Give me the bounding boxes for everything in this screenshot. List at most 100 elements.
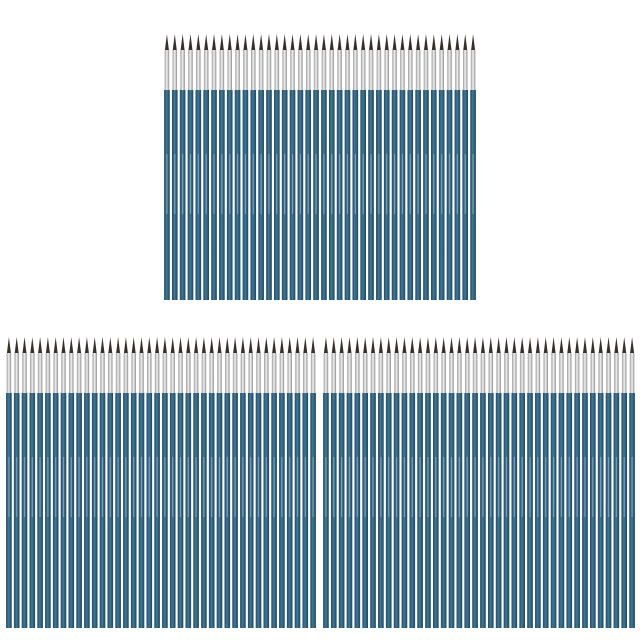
ferrule <box>323 353 329 393</box>
brush <box>302 337 309 628</box>
ferrule <box>147 353 152 393</box>
bristle-tip <box>551 337 556 353</box>
print-mark <box>568 457 570 517</box>
print-mark <box>339 154 341 214</box>
ferrule <box>266 50 272 90</box>
print-mark <box>607 457 610 517</box>
bristle-tip <box>45 337 50 353</box>
ferrule <box>313 50 319 90</box>
ferrule <box>14 353 19 393</box>
print-mark <box>441 154 443 214</box>
print-mark <box>346 154 349 214</box>
print-mark <box>218 457 221 517</box>
brush <box>258 34 264 300</box>
print-mark <box>443 457 445 517</box>
brush-set <box>164 34 476 300</box>
ferrule <box>310 353 316 393</box>
brush <box>574 337 580 628</box>
bristle-tip <box>6 337 11 353</box>
brush <box>456 337 463 628</box>
print-mark <box>425 154 427 214</box>
ferrule <box>227 50 232 90</box>
ferrule <box>582 353 588 393</box>
brush <box>399 34 406 300</box>
print-mark <box>39 457 41 517</box>
ferrule <box>258 50 264 90</box>
ferrule <box>480 353 486 393</box>
bristle-tip <box>496 337 501 353</box>
bristle-tip <box>225 337 230 353</box>
brush <box>589 337 596 628</box>
print-mark <box>498 457 500 517</box>
brush <box>378 337 384 628</box>
bristle-tip <box>528 337 533 353</box>
bristle-tip <box>598 337 603 353</box>
brush <box>232 337 238 628</box>
bristle-tip <box>217 337 222 353</box>
print-mark <box>174 154 176 214</box>
print-mark <box>592 457 594 517</box>
ferrule <box>457 353 462 393</box>
brush <box>527 337 533 628</box>
bristle-tip <box>329 34 334 50</box>
print-mark <box>164 457 166 517</box>
print-mark <box>600 457 602 517</box>
print-mark <box>631 457 633 517</box>
print-mark <box>380 457 382 517</box>
print-mark <box>257 457 260 517</box>
bristle-tip <box>164 34 169 50</box>
brush <box>550 337 557 628</box>
ferrule <box>279 353 285 393</box>
brush <box>68 337 75 628</box>
ferrule <box>225 353 230 393</box>
bristle-tip <box>471 34 476 50</box>
brush <box>162 337 168 628</box>
ferrule <box>264 353 269 393</box>
print-mark <box>101 457 104 517</box>
brush <box>393 337 400 628</box>
ferrule <box>496 353 501 393</box>
bristle-tip <box>410 337 415 353</box>
print-mark <box>450 457 453 517</box>
bristle-tip <box>240 337 245 353</box>
print-mark <box>179 457 182 517</box>
bristle-tip <box>170 337 175 353</box>
print-mark <box>427 457 429 517</box>
brush <box>480 337 486 628</box>
print-mark <box>433 154 435 214</box>
ferrule <box>211 50 217 90</box>
bristle-tip <box>201 337 206 353</box>
print-mark <box>513 457 515 517</box>
brush <box>558 337 565 628</box>
brush <box>146 337 153 628</box>
bristle-tip <box>22 337 27 353</box>
ferrule <box>355 353 360 393</box>
brush <box>203 34 210 300</box>
brush <box>154 337 160 628</box>
bristle-tip <box>212 34 217 50</box>
print-mark <box>289 457 291 517</box>
ferrule <box>76 353 82 393</box>
print-mark <box>133 457 135 517</box>
bristle-tip <box>311 337 316 353</box>
brush <box>195 34 202 300</box>
ferrule <box>282 50 287 90</box>
brush <box>45 337 51 628</box>
brush <box>255 337 262 628</box>
bristle-tip <box>386 337 391 353</box>
brush <box>542 337 549 628</box>
bristle-tip <box>69 337 74 353</box>
bristle-tip <box>209 337 214 353</box>
brush <box>430 34 437 300</box>
ferrule <box>410 353 415 393</box>
bristle-tip <box>441 337 446 353</box>
brush <box>226 34 233 300</box>
brush <box>271 337 277 628</box>
brush <box>130 337 137 628</box>
print-mark <box>8 457 10 517</box>
brush <box>511 337 518 628</box>
brush <box>179 34 186 300</box>
bristle-tip <box>274 34 279 50</box>
